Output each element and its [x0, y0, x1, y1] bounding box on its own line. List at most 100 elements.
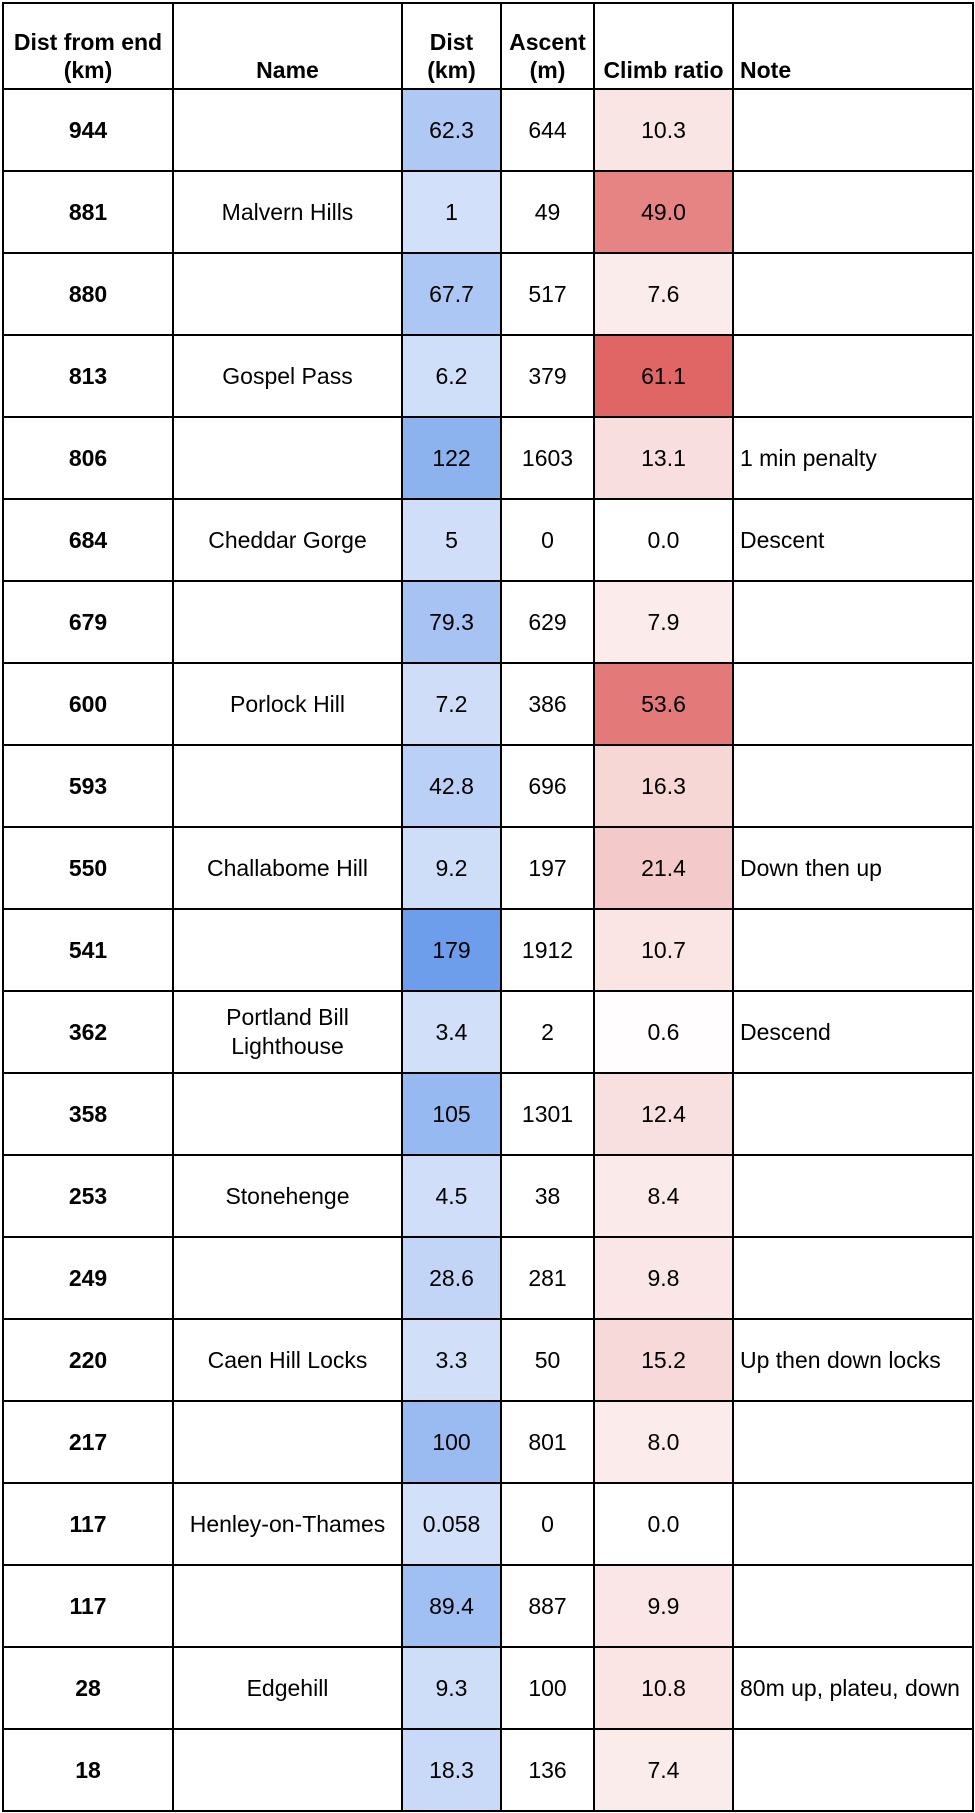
cell-climb-ratio: 8.0	[593, 1400, 734, 1484]
header-name: Name	[172, 2, 403, 90]
table-body: 944 62.3 644 10.3 881 Malvern Hills 1 49 49.0 880…	[2, 88, 974, 1812]
cell-ascent: 38	[500, 1154, 595, 1238]
cell-note	[732, 1564, 974, 1648]
table-row: 117 89.4 887 9.9	[2, 1564, 974, 1648]
cell-dist: 105	[401, 1072, 502, 1156]
cell-climb-ratio: 12.4	[593, 1072, 734, 1156]
cell-dist: 7.2	[401, 662, 502, 746]
cell-name	[172, 1400, 403, 1484]
cell-ascent: 49	[500, 170, 595, 254]
cell-note	[732, 1482, 974, 1566]
table-header: Dist from end (km) Name Dist (km) Ascent…	[2, 2, 974, 90]
table-row: 117 Henley-on-Thames 0.058 0 0.0	[2, 1482, 974, 1566]
cell-dist-from-end: 362	[2, 990, 174, 1074]
cell-dist-from-end: 684	[2, 498, 174, 582]
cell-name	[172, 252, 403, 336]
header-climb-ratio: Climb ratio	[593, 2, 734, 90]
cell-ascent: 386	[500, 662, 595, 746]
cell-note	[732, 580, 974, 664]
cell-climb-ratio: 7.6	[593, 252, 734, 336]
cell-dist-from-end: 117	[2, 1564, 174, 1648]
header-dist-from-end: Dist from end (km)	[2, 2, 174, 90]
cell-climb-ratio: 0.0	[593, 1482, 734, 1566]
cell-dist-from-end: 358	[2, 1072, 174, 1156]
cell-name: Porlock Hill	[172, 662, 403, 746]
table-row: 217 100 801 8.0	[2, 1400, 974, 1484]
cell-note: Descend	[732, 990, 974, 1074]
cell-ascent: 644	[500, 88, 595, 172]
cell-dist: 100	[401, 1400, 502, 1484]
cell-dist-from-end: 550	[2, 826, 174, 910]
table-row: 881 Malvern Hills 1 49 49.0	[2, 170, 974, 254]
cell-climb-ratio: 16.3	[593, 744, 734, 828]
cell-dist: 42.8	[401, 744, 502, 828]
cell-dist: 79.3	[401, 580, 502, 664]
cell-dist-from-end: 253	[2, 1154, 174, 1238]
header-note: Note	[732, 2, 974, 90]
cell-climb-ratio: 9.8	[593, 1236, 734, 1320]
cell-climb-ratio: 9.9	[593, 1564, 734, 1648]
cell-climb-ratio: 21.4	[593, 826, 734, 910]
cell-dist: 28.6	[401, 1236, 502, 1320]
cell-ascent: 136	[500, 1728, 595, 1812]
cell-climb-ratio: 10.8	[593, 1646, 734, 1730]
table-row: 362 Portland Bill Lighthouse 3.4 2 0.6 Descen…	[2, 990, 974, 1074]
cell-name: Caen Hill Locks	[172, 1318, 403, 1402]
cell-dist-from-end: 600	[2, 662, 174, 746]
cell-dist: 18.3	[401, 1728, 502, 1812]
table-row: 541 179 1912 10.7	[2, 908, 974, 992]
header-row: Dist from end (km) Name Dist (km) Ascent…	[2, 2, 974, 90]
cell-dist: 3.3	[401, 1318, 502, 1402]
cell-dist-from-end: 881	[2, 170, 174, 254]
cell-ascent: 1603	[500, 416, 595, 500]
cell-climb-ratio: 8.4	[593, 1154, 734, 1238]
cell-dist-from-end: 593	[2, 744, 174, 828]
cell-note	[732, 88, 974, 172]
cell-name: Gospel Pass	[172, 334, 403, 418]
cell-ascent: 281	[500, 1236, 595, 1320]
cell-climb-ratio: 0.6	[593, 990, 734, 1074]
cell-climb-ratio: 61.1	[593, 334, 734, 418]
cell-name	[172, 908, 403, 992]
cell-dist: 9.2	[401, 826, 502, 910]
cell-note	[732, 662, 974, 746]
cell-dist-from-end: 249	[2, 1236, 174, 1320]
cell-dist: 1	[401, 170, 502, 254]
table-row: 880 67.7 517 7.6	[2, 252, 974, 336]
cell-climb-ratio: 7.4	[593, 1728, 734, 1812]
cell-note	[732, 252, 974, 336]
cell-dist: 179	[401, 908, 502, 992]
cell-ascent: 1912	[500, 908, 595, 992]
cell-ascent: 887	[500, 1564, 595, 1648]
cell-climb-ratio: 7.9	[593, 580, 734, 664]
cell-note: Descent	[732, 498, 974, 582]
table-row: 813 Gospel Pass 6.2 379 61.1	[2, 334, 974, 418]
cell-dist-from-end: 880	[2, 252, 174, 336]
cell-dist-from-end: 806	[2, 416, 174, 500]
cell-ascent: 1301	[500, 1072, 595, 1156]
cell-dist: 122	[401, 416, 502, 500]
cell-dist-from-end: 220	[2, 1318, 174, 1402]
table-row: 220 Caen Hill Locks 3.3 50 15.2 Up then down …	[2, 1318, 974, 1402]
cell-name: Henley-on-Thames	[172, 1482, 403, 1566]
table-row: 28 Edgehill 9.3 100 10.8 80m up, plateu, down	[2, 1646, 974, 1730]
cell-dist: 9.3	[401, 1646, 502, 1730]
cell-ascent: 197	[500, 826, 595, 910]
cell-note	[732, 1728, 974, 1812]
cell-climb-ratio: 0.0	[593, 498, 734, 582]
table-row: 944 62.3 644 10.3	[2, 88, 974, 172]
cell-dist-from-end: 813	[2, 334, 174, 418]
table-row: 249 28.6 281 9.8	[2, 1236, 974, 1320]
cell-dist-from-end: 18	[2, 1728, 174, 1812]
cell-name	[172, 744, 403, 828]
cell-climb-ratio: 15.2	[593, 1318, 734, 1402]
cell-note: 1 min penalty	[732, 416, 974, 500]
cell-name: Challabome Hill	[172, 826, 403, 910]
cell-name	[172, 416, 403, 500]
table-row: 684 Cheddar Gorge 5 0 0.0 Descent	[2, 498, 974, 582]
cell-ascent: 50	[500, 1318, 595, 1402]
table-row: 679 79.3 629 7.9	[2, 580, 974, 664]
cell-dist: 6.2	[401, 334, 502, 418]
cell-dist-from-end: 541	[2, 908, 174, 992]
